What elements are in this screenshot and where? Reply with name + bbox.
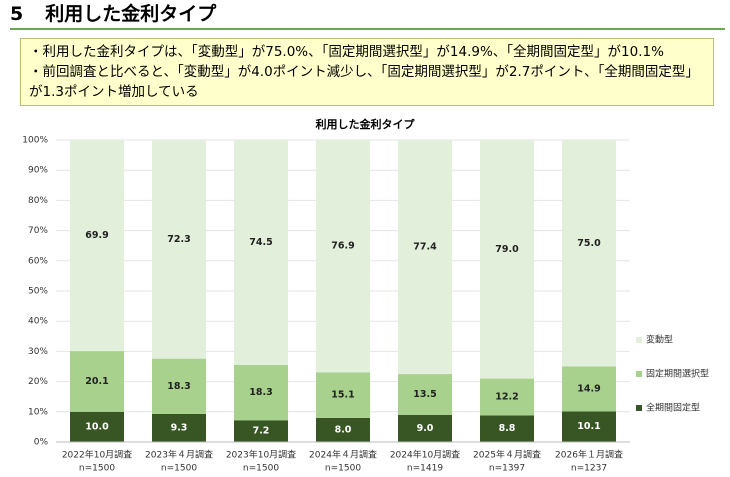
legend-swatch (636, 337, 642, 343)
value-label: 9.3 (171, 422, 188, 433)
x-tick-label: 2024年10月調査 (390, 449, 460, 461)
legend-label: 変動型 (646, 334, 673, 346)
y-tick-label: 60% (28, 256, 48, 266)
bar-segment (152, 140, 206, 359)
y-tick-label: 40% (28, 317, 48, 327)
y-tick-label: 0% (34, 438, 49, 448)
value-label: 74.5 (249, 237, 272, 248)
value-label: 15.1 (331, 390, 354, 401)
bar-segment (316, 372, 370, 418)
value-label: 79.0 (495, 244, 519, 255)
x-tick-label: 2024年４月調査 (309, 449, 377, 461)
value-label: 12.2 (495, 392, 518, 403)
bar-segment (562, 140, 616, 367)
bar-segment (70, 140, 124, 352)
summary-line: ・前回調査と比べると、「変動型」が4.0ポイント減少し、「固定期間選択型」が2.… (29, 64, 699, 100)
bar-segment (70, 351, 124, 412)
bar-segment (316, 140, 370, 373)
summary-line: ・利用した金利タイプは、「変動型」が75.0%、「固定期間選択型」が14.9%、… (29, 44, 664, 60)
bar-segment (152, 413, 206, 442)
value-label: 8.8 (499, 423, 516, 434)
sample-size: n=1419 (407, 464, 443, 474)
bar-segment (562, 366, 616, 412)
value-label: 10.1 (577, 421, 600, 432)
y-tick-label: 50% (28, 287, 48, 297)
bar-segment (480, 415, 534, 442)
x-tick-label: 2026年１月調査 (555, 449, 623, 461)
bar-segment (316, 417, 370, 442)
bar-segment (480, 378, 534, 416)
value-label: 8.0 (335, 424, 352, 435)
value-label: 7.2 (253, 426, 270, 437)
y-tick-label: 80% (28, 196, 48, 206)
y-tick-label: 10% (28, 407, 48, 417)
x-tick-label: 2022年10月調査 (62, 449, 132, 461)
sample-size: n=1397 (489, 464, 525, 474)
y-tick-label: 70% (28, 226, 48, 236)
value-label: 10.0 (85, 421, 109, 432)
y-tick-label: 20% (28, 377, 48, 387)
section-number: 5 (10, 3, 24, 25)
value-label: 20.1 (85, 376, 108, 387)
value-label: 14.9 (577, 383, 600, 394)
sample-size: n=1237 (571, 464, 607, 474)
bar-segment (234, 140, 288, 365)
sample-size: n=1500 (79, 464, 115, 474)
legend-label: 全期間固定型 (646, 402, 700, 414)
bar-segment (480, 140, 534, 379)
value-label: 13.5 (413, 389, 436, 400)
bar-segment (398, 414, 452, 442)
bar-segment (234, 364, 288, 421)
chart-title: 利用した金利タイプ (316, 117, 416, 131)
summary-box: ・利用した金利タイプは、「変動型」が75.0%、「固定期間選択型」が14.9%、… (20, 38, 714, 106)
bar-segment (70, 411, 124, 442)
y-tick-label: 90% (28, 166, 48, 176)
value-label: 77.4 (413, 242, 437, 253)
value-label: 75.0 (577, 238, 601, 249)
bar-segment (562, 411, 616, 442)
x-tick-label: 2023年10月調査 (226, 449, 296, 461)
value-label: 9.0 (417, 423, 434, 434)
x-tick-label: 2023年４月調査 (145, 449, 213, 461)
value-label: 18.3 (167, 381, 190, 392)
section-title: 利用した金利タイプ (45, 3, 217, 25)
value-label: 69.9 (85, 230, 108, 241)
legend-swatch (636, 371, 642, 377)
bar-segment (398, 140, 452, 375)
bar-segment (152, 358, 206, 414)
y-tick-label: 30% (28, 347, 48, 357)
x-tick-label: 2025年４月調査 (473, 449, 541, 461)
section-header: 5 利用した金利タイプ (10, 0, 725, 30)
sample-size: n=1500 (325, 464, 361, 474)
y-tick-label: 100% (22, 136, 48, 146)
legend-label: 固定期間選択型 (646, 368, 709, 380)
bar-segment (234, 420, 288, 442)
sample-size: n=1500 (161, 464, 197, 474)
value-label: 18.3 (249, 387, 272, 398)
value-label: 72.3 (167, 234, 190, 245)
bar-segment (398, 374, 452, 415)
value-label: 76.9 (331, 241, 354, 252)
legend-swatch (636, 405, 642, 411)
sample-size: n=1500 (243, 464, 279, 474)
